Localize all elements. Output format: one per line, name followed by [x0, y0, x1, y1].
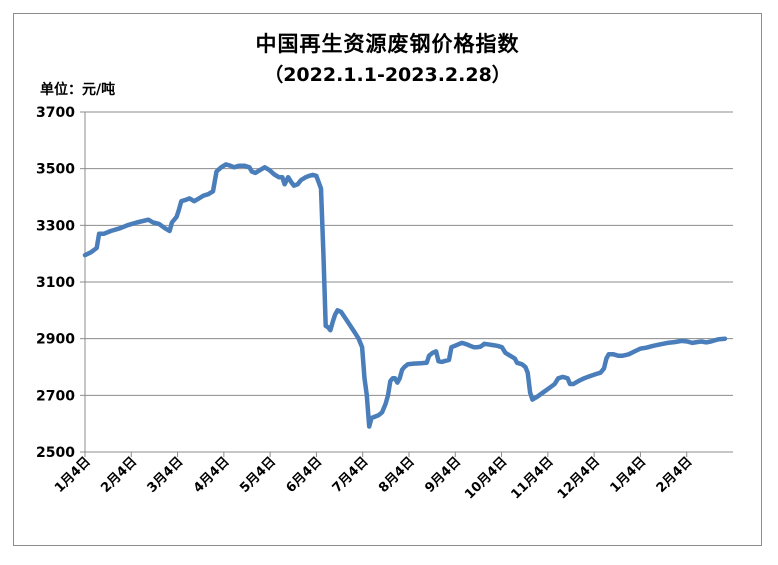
y-tick-label: 2900 — [36, 332, 75, 348]
y-tick-label: 2700 — [36, 388, 75, 404]
x-tick-label: 10月4日 — [462, 454, 510, 502]
chart-frame — [13, 13, 762, 546]
x-tick-label: 2月4日 — [98, 454, 140, 496]
x-tick-label: 9月4日 — [422, 454, 464, 496]
x-tick-label: 2月4日 — [654, 454, 696, 496]
x-tick-label: 6月4日 — [283, 454, 325, 496]
y-tick-label: 3500 — [36, 162, 75, 178]
x-tick-label: 4月4日 — [191, 454, 233, 496]
x-tick-label: 11月4日 — [509, 454, 557, 502]
x-tick-label: 1月4日 — [607, 454, 649, 496]
y-tick-label: 3100 — [36, 275, 75, 291]
x-tick-label: 8月4日 — [376, 454, 418, 496]
chart-title: 中国再生资源废钢价格指数 — [255, 32, 520, 56]
y-tick-label: 3700 — [36, 105, 75, 121]
x-tick-label: 3月4日 — [145, 454, 187, 496]
unit-label: 单位：元/吨 — [40, 82, 116, 98]
series-layer — [82, 162, 728, 429]
y-tick-label: 2500 — [36, 445, 75, 461]
y-tick-label: 3300 — [36, 218, 75, 234]
gridlines — [85, 111, 733, 396]
chart-subtitle: （2022.1.1-2023.2.28） — [264, 64, 511, 86]
x-tick-label: 7月4日 — [330, 454, 372, 496]
y-axis-ticks: 2500 2700 2900 3100 3300 3500 3700 — [36, 105, 75, 461]
x-axis-ticks: 1月4日 2月4日 3月4日 4月4日 5月4日 6月4日 7月4日 8月4日 9月4日10月4… — [52, 454, 695, 502]
x-tick-label: 12月4日 — [555, 454, 603, 502]
axes — [80, 111, 733, 457]
x-tick-label: 5月4日 — [237, 454, 279, 496]
price-index-line — [82, 162, 728, 429]
